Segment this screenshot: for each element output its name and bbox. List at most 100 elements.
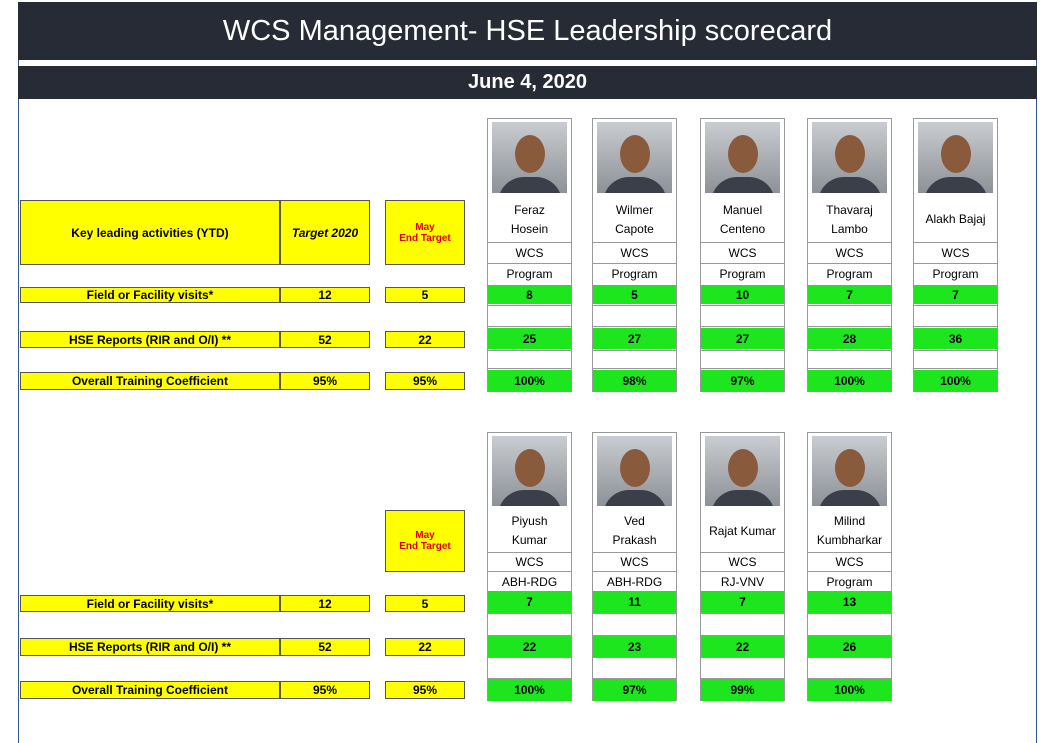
metric-value: 7 — [808, 285, 891, 304]
activity-header: Key leading activities (YTD) — [20, 200, 280, 265]
photo-body — [710, 177, 775, 193]
blank-cell — [701, 350, 784, 369]
person-group: Program — [826, 267, 873, 281]
row-period-target: 95% — [385, 681, 465, 699]
row-target: 52 — [280, 638, 370, 656]
person-name: Wilmer Capote — [593, 197, 676, 243]
photo-head — [834, 448, 865, 487]
photo-head — [619, 134, 650, 173]
metric-value: 97% — [701, 370, 784, 392]
target-header: Target 2020 — [280, 200, 370, 265]
metric-value: 5 — [593, 285, 676, 304]
period-target-line: End Target — [399, 541, 451, 552]
period-target-line: May — [415, 221, 435, 233]
photo — [705, 122, 780, 193]
metric-value: 10 — [701, 285, 784, 304]
photo-head — [727, 134, 758, 173]
photo-body — [817, 177, 882, 193]
period-target-header: May End Target — [385, 200, 465, 265]
metric-value: 99% — [701, 679, 784, 701]
photo-head — [834, 134, 865, 173]
row-target: 95% — [280, 681, 370, 699]
blank-cell — [593, 350, 676, 369]
photo-body — [497, 490, 562, 506]
row-label: HSE Reports (RIR and O/I) ** — [20, 331, 280, 348]
person-name: Feraz Hosein — [488, 197, 571, 243]
row-label: Overall Training Coefficient — [20, 372, 280, 390]
metric-value: 7 — [914, 285, 997, 304]
photo — [597, 436, 672, 506]
row-period-target: 5 — [385, 287, 465, 303]
photo — [597, 122, 672, 193]
metric-value: 22 — [701, 636, 784, 657]
metric-value: 11 — [593, 591, 676, 613]
metric-value: 22 — [488, 636, 571, 657]
blank-cell — [593, 613, 676, 636]
blank-cell — [593, 657, 676, 679]
row-target: 12 — [280, 595, 370, 612]
metric-value: 7 — [701, 591, 784, 613]
metric-value: 97% — [593, 679, 676, 701]
photo-body — [923, 177, 988, 193]
blank-cell — [701, 305, 784, 327]
metric-value: 100% — [914, 370, 997, 392]
blank-cell — [488, 305, 571, 327]
row-target: 95% — [280, 372, 370, 390]
photo-body — [602, 177, 667, 193]
row-period-target: 5 — [385, 595, 465, 612]
blank-cell — [701, 657, 784, 679]
blank-cell — [808, 305, 891, 327]
photo-head — [514, 134, 545, 173]
period-target-header: May End Target — [385, 510, 465, 572]
photo-head — [727, 448, 758, 487]
metric-value: 36 — [914, 328, 997, 349]
person-group: Program — [932, 267, 979, 281]
metric-value: 27 — [701, 328, 784, 349]
right-border — [1036, 60, 1037, 743]
person-group: Program — [506, 267, 553, 281]
blank-cell — [808, 350, 891, 369]
title-bar: WCS Management- HSE Leadership scorecard — [18, 2, 1037, 60]
row-target: 12 — [280, 287, 370, 303]
period-target-line: End Target — [399, 232, 451, 244]
person-name: Manuel Centeno — [701, 197, 784, 243]
person-group: Program — [611, 267, 658, 281]
metric-value: 8 — [488, 285, 571, 304]
row-label: HSE Reports (RIR and O/I) ** — [20, 638, 280, 656]
photo-head — [619, 448, 650, 487]
blank-cell — [593, 305, 676, 327]
person-name: Thavaraj Lambo — [808, 197, 891, 243]
row-period-target: 22 — [385, 638, 465, 656]
metric-value: 25 — [488, 328, 571, 349]
person-org: WCS — [593, 553, 676, 572]
person-org: WCS — [914, 243, 997, 264]
title: WCS Management- HSE Leadership scorecard — [222, 14, 833, 47]
metric-value: 23 — [593, 636, 676, 657]
row-label: Field or Facility visits* — [20, 595, 280, 612]
person-group: RJ-VNV — [720, 574, 765, 589]
photo-head — [940, 134, 971, 173]
person-name: Milind Kumbharkar — [808, 510, 891, 553]
photo — [492, 436, 567, 506]
person-group: ABH-RDG — [501, 574, 558, 589]
date-bar: June 4, 2020 — [18, 66, 1037, 99]
person-org: WCS — [808, 553, 891, 572]
row-target: 52 — [280, 331, 370, 348]
photo — [812, 436, 887, 506]
photo-body — [602, 490, 667, 506]
blank-cell — [914, 305, 997, 327]
photo-body — [710, 490, 775, 506]
person-group: Program — [826, 574, 873, 589]
metric-value: 100% — [488, 370, 571, 392]
left-border — [18, 60, 19, 743]
metric-value: 7 — [488, 591, 571, 613]
person-org: WCS — [701, 553, 784, 572]
photo — [812, 122, 887, 193]
blank-cell — [488, 613, 571, 636]
metric-value: 27 — [593, 328, 676, 349]
metric-value: 13 — [808, 591, 891, 613]
blank-cell — [488, 657, 571, 679]
person-org: WCS — [701, 243, 784, 264]
person-group: ABH-RDG — [606, 574, 663, 589]
